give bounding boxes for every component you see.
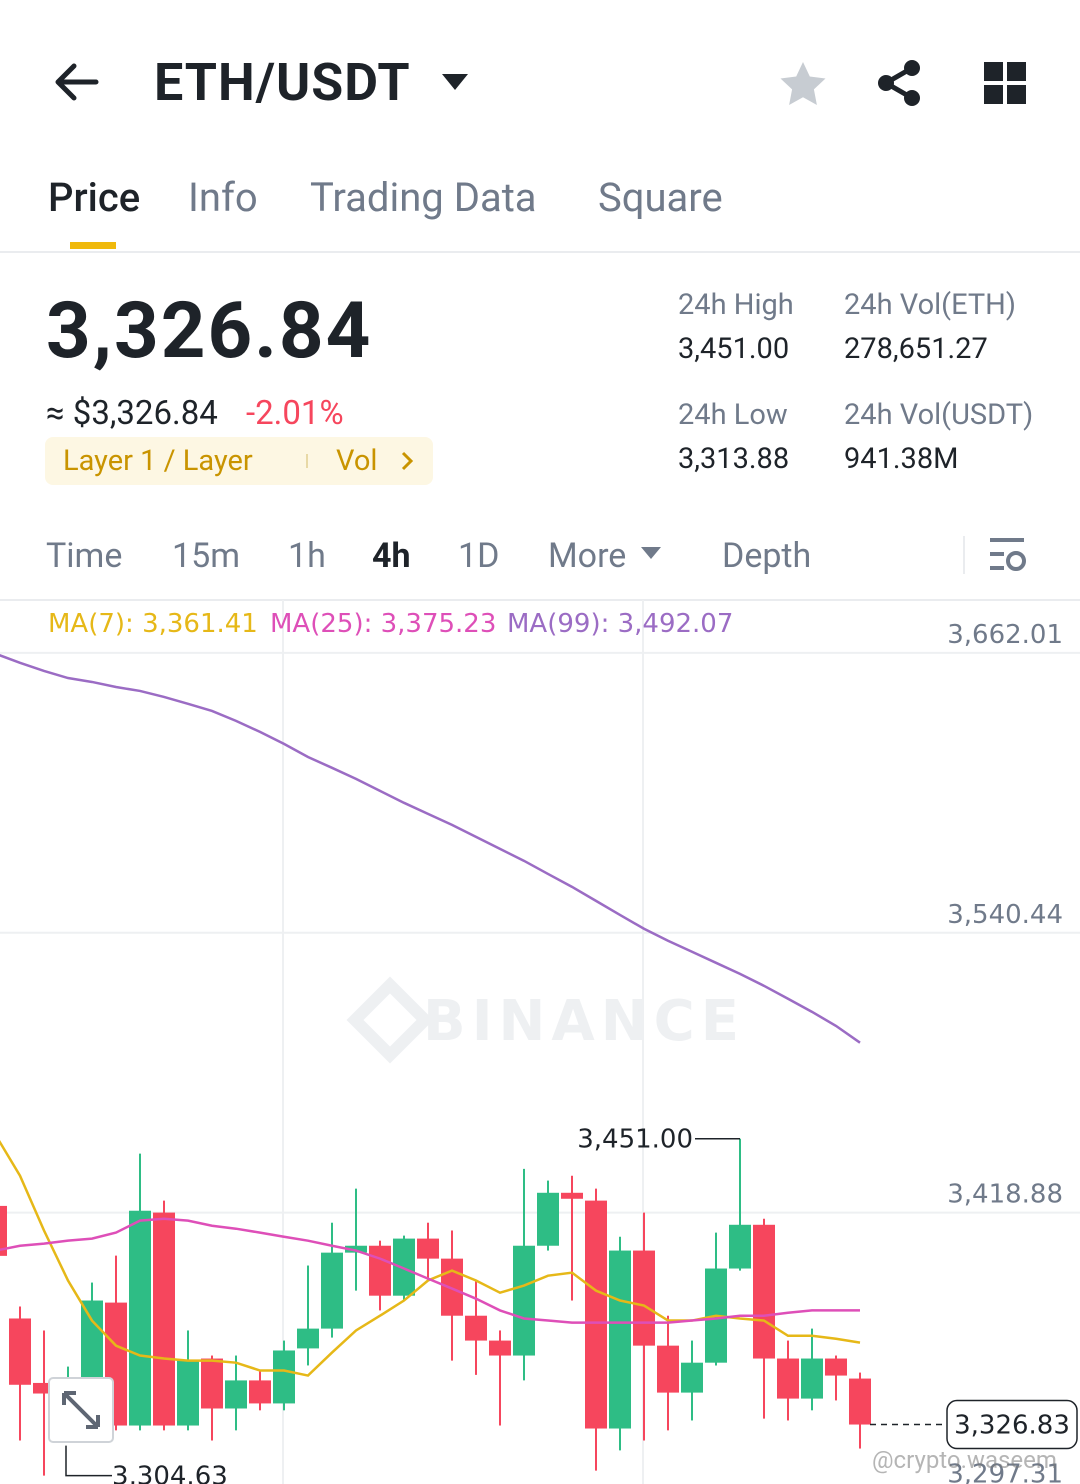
candle-body (441, 1258, 463, 1316)
candle-body (297, 1328, 319, 1349)
divider (963, 536, 965, 574)
stat-value: 941.38M (844, 442, 959, 476)
y-tick-label: 3,662.01 (947, 620, 1063, 650)
stat-value: 278,651.27 (844, 332, 988, 366)
candle-body (849, 1378, 871, 1425)
candle-body (489, 1340, 511, 1356)
pair-dropdown[interactable] (440, 70, 470, 94)
credit: @crypto.waseem (872, 1446, 1057, 1474)
interval-tab[interactable]: Depth (722, 536, 812, 576)
candle-body (585, 1200, 607, 1429)
candle-body (729, 1224, 751, 1269)
candle-body (537, 1192, 559, 1246)
candle-body (129, 1210, 151, 1426)
interval-tab[interactable]: More (548, 536, 627, 576)
tab[interactable]: Info (188, 174, 258, 221)
tab-indicator (70, 242, 116, 249)
candle-body (657, 1345, 679, 1393)
candle-body (177, 1360, 199, 1426)
ma-line (0, 1139, 861, 1377)
stat-value: 3,451.00 (678, 332, 790, 366)
legend-entry: MA(7): 3,361.41 (48, 609, 258, 639)
candle-body (345, 1245, 367, 1253)
stat-label: 24h High (678, 288, 794, 322)
y-tick-label: 3,418.88 (947, 1180, 1063, 1210)
stat-label: 24h Vol(ETH) (844, 288, 1016, 322)
y-tick-label: 3,297.31 (947, 1459, 1063, 1484)
watermark-logo (346, 976, 434, 1064)
candle-body (825, 1358, 847, 1376)
candle-body (273, 1350, 295, 1404)
tag-arrow (401, 451, 414, 471)
last-price-box (946, 1399, 1078, 1450)
candle-body (513, 1245, 535, 1356)
legend-entry: MA(25): 3,375.23 (270, 609, 496, 639)
annotation-label: 3,304.63 (112, 1462, 228, 1484)
annotation-line (65, 1445, 112, 1477)
legend-entry: MA(99): 3,492.07 (507, 609, 733, 639)
candle-body (201, 1358, 223, 1409)
candle-body (225, 1380, 247, 1409)
candle-body (0, 1205, 7, 1256)
price-change: -2.01% (246, 394, 344, 433)
last-price: 3,326.84 (46, 286, 373, 377)
annotation-label: 3,451.00 (577, 1125, 693, 1155)
tab[interactable]: Price (48, 174, 141, 221)
stat-label: 24h Vol(USDT) (844, 398, 1034, 432)
candle-body (393, 1238, 415, 1296)
candle-body (681, 1362, 703, 1393)
more-dropdown[interactable] (638, 544, 664, 562)
divider (0, 599, 1080, 601)
interval-tab[interactable]: Time (46, 536, 123, 576)
last-price-label: 3,326.83 (954, 1411, 1070, 1441)
watermark: BINANCE (423, 989, 745, 1054)
candle-body (777, 1358, 799, 1399)
ma-line (0, 654, 861, 1044)
candle-body (753, 1224, 775, 1359)
candle-body (417, 1238, 439, 1259)
candle-body (609, 1250, 631, 1429)
grid-menu[interactable] (984, 62, 1028, 106)
interval-tab[interactable]: 15m (172, 536, 241, 576)
tab[interactable]: Trading Data (310, 174, 537, 221)
tag-separator (306, 454, 308, 468)
tag[interactable]: Vol (336, 444, 378, 478)
candle-body (249, 1380, 271, 1404)
usd-price: ≈ $3,326.84 (46, 394, 218, 433)
interval-tab[interactable]: 1h (288, 536, 326, 576)
chart-settings[interactable] (988, 536, 1028, 574)
pair-title[interactable]: ETH/USDT (154, 52, 411, 113)
tab[interactable]: Square (598, 174, 723, 221)
expand-button[interactable] (48, 1377, 114, 1443)
y-tick-label: 3,540.44 (947, 900, 1063, 930)
stat-value: 3,313.88 (678, 442, 790, 476)
interval-tab[interactable]: 4h (372, 536, 411, 576)
tag[interactable]: Layer 1 / Layer (63, 444, 253, 478)
stat-label: 24h Low (678, 398, 788, 432)
candle-body (153, 1212, 175, 1426)
interval-tab[interactable]: 1D (458, 536, 500, 576)
candle-body (561, 1192, 583, 1199)
candle-body (633, 1250, 655, 1346)
favorite-star[interactable] (778, 60, 828, 108)
candle-body (33, 1382, 55, 1394)
back-button[interactable] (50, 62, 100, 102)
divider (0, 251, 1080, 253)
candle-body (465, 1315, 487, 1341)
candlestick-chart: 3,662.01 3,540.44 3,418.88 3,297.31 BINANCE M… (0, 600, 1080, 1484)
ma-line (0, 1217, 860, 1324)
candle-body (9, 1318, 31, 1385)
candle-body (801, 1358, 823, 1399)
share-button[interactable] (876, 58, 924, 108)
candle-body (81, 1300, 103, 1379)
tag-pill[interactable] (45, 437, 433, 485)
candle-body (321, 1252, 343, 1329)
candle-body (369, 1245, 391, 1296)
